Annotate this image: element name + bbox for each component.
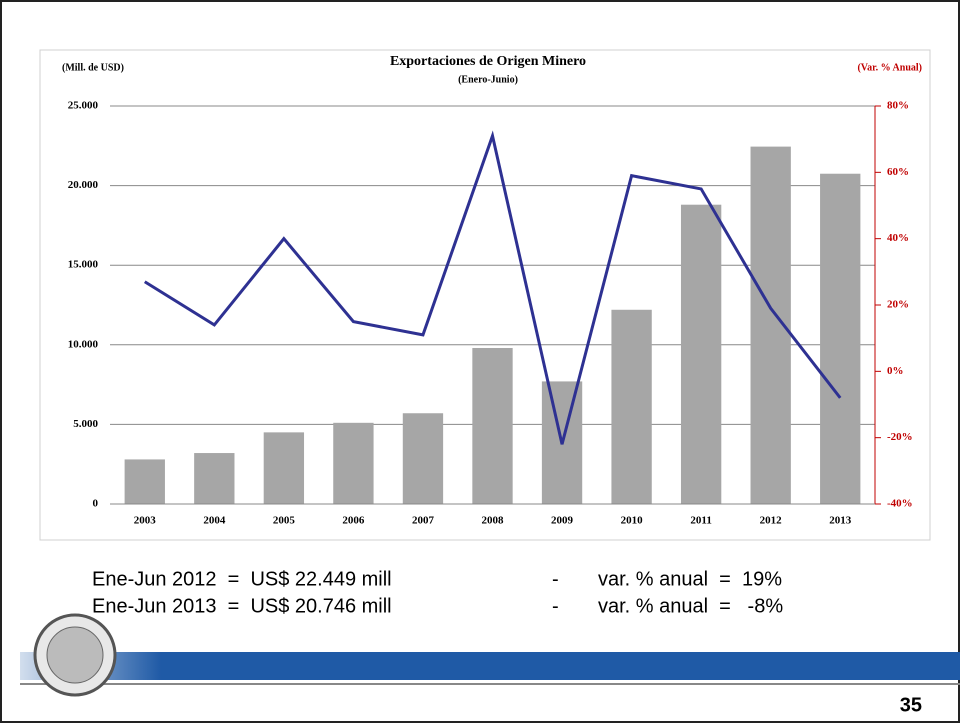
bar: [194, 453, 235, 504]
bar: [820, 173, 861, 504]
y2-tick-label: 40%: [887, 232, 909, 244]
y-tick-label: 25.000: [68, 100, 99, 112]
note-text: -: [552, 568, 559, 590]
y-axis-label: (Mill. de USD): [62, 62, 124, 73]
x-tick-label: 2011: [690, 515, 711, 527]
note-text: var. % anual = -8%: [598, 595, 783, 617]
note-text: -: [552, 595, 559, 617]
note-text: Ene-Jun 2013 = US$ 20.746 mill: [92, 595, 392, 617]
y2-tick-label: 0%: [887, 365, 904, 377]
bar: [611, 309, 652, 504]
x-tick-label: 2005: [273, 515, 296, 527]
x-tick-label: 2013: [829, 515, 852, 527]
blue-band: [20, 652, 960, 680]
line: [143, 130, 842, 445]
x-tick-label: 2012: [760, 515, 783, 527]
x-tick-label: 2004: [203, 515, 226, 527]
y-tick-label: 0: [93, 498, 99, 510]
y2-axis-label: (Var. % Anual): [857, 62, 922, 73]
y2-tick-label: -40%: [887, 498, 913, 510]
note-text: var. % anual = 19%: [598, 568, 782, 590]
x-tick-label: 2003: [134, 515, 157, 527]
y-tick-label: 5.000: [73, 418, 98, 430]
bar: [124, 459, 165, 504]
x-tick-label: 2006: [342, 515, 365, 527]
y2-tick-label: -20%: [887, 431, 913, 443]
y2-tick-label: 60%: [887, 166, 909, 178]
x-tick-label: 2007: [412, 515, 435, 527]
bar: [402, 413, 444, 504]
y-tick-label: 20.000: [68, 179, 99, 191]
chart-subtitle: (Enero-Junio): [458, 74, 518, 85]
page-number: 35: [900, 694, 922, 716]
y-tick-label: 15.000: [68, 259, 99, 271]
note-text: Ene-Jun 2012 = US$ 22.449 mill: [92, 568, 392, 590]
chart-title: Exportaciones de Origen Minero: [390, 54, 586, 69]
y-tick-label: 10.000: [68, 338, 99, 350]
bar: [472, 347, 513, 504]
bar: [680, 204, 722, 505]
bar: [263, 432, 305, 504]
y2-tick-label: 20%: [887, 299, 909, 311]
x-tick-label: 2010: [621, 515, 644, 527]
x-tick-label: 2008: [482, 515, 505, 527]
bar: [333, 422, 374, 504]
y2-tick-label: 80%: [887, 100, 909, 112]
x-tick-label: 2009: [551, 515, 574, 527]
logo-center: [46, 626, 104, 684]
